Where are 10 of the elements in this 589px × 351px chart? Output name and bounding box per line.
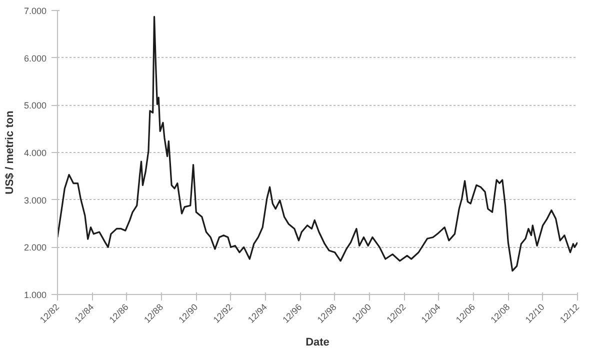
y-axis-title: US$ / metric ton: [4, 110, 16, 194]
y-tick-label: 1.000: [24, 290, 47, 300]
y-tick-label: 2.000: [24, 242, 47, 253]
y-tick-label: 3.000: [24, 195, 47, 206]
y-tick-label: 4.000: [24, 148, 47, 158]
y-tick-label: 5.000: [24, 100, 47, 111]
line-series: [58, 16, 578, 272]
y-tick-label: 7.000: [24, 6, 47, 16]
y-tick-label: 6.000: [24, 53, 47, 64]
x-axis-title: Date: [306, 336, 330, 348]
